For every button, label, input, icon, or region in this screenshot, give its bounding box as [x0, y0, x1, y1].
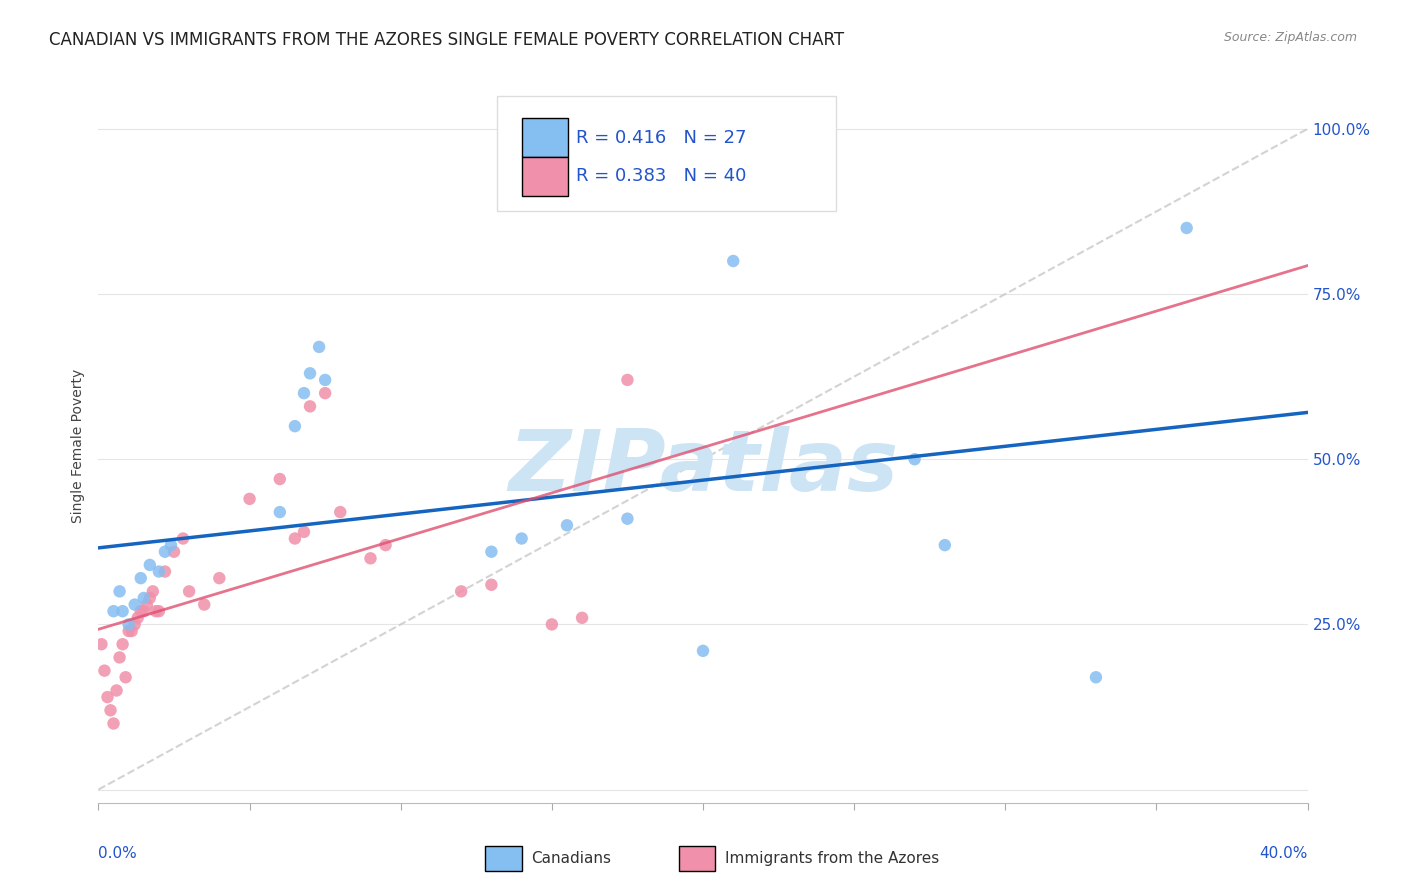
Point	[510, 532, 533, 546]
Text: Source: ZipAtlas.com: Source: ZipAtlas.com	[1223, 31, 1357, 45]
Point	[481, 545, 503, 559]
Point	[111, 604, 134, 618]
Text: R = 0.416   N = 27: R = 0.416 N = 27	[576, 128, 747, 146]
Point	[153, 545, 176, 559]
Point	[314, 373, 336, 387]
Point	[132, 604, 155, 618]
Text: ZIPatlas: ZIPatlas	[508, 425, 898, 509]
Point	[96, 690, 118, 704]
Point	[124, 617, 146, 632]
Point	[292, 386, 315, 401]
Point	[135, 598, 157, 612]
Point	[148, 604, 170, 618]
Point	[90, 637, 112, 651]
FancyBboxPatch shape	[522, 118, 568, 157]
Text: CANADIAN VS IMMIGRANTS FROM THE AZORES SINGLE FEMALE POVERTY CORRELATION CHART: CANADIAN VS IMMIGRANTS FROM THE AZORES S…	[49, 31, 845, 49]
Point	[153, 565, 176, 579]
Point	[934, 538, 956, 552]
Point	[1175, 221, 1198, 235]
Point	[692, 644, 714, 658]
Point	[105, 683, 128, 698]
Point	[299, 400, 322, 414]
Point	[616, 511, 638, 525]
Point	[329, 505, 352, 519]
Point	[1085, 670, 1108, 684]
FancyBboxPatch shape	[498, 96, 837, 211]
Point	[269, 472, 291, 486]
Point	[481, 578, 503, 592]
Point	[299, 367, 322, 381]
Point	[555, 518, 578, 533]
Text: 40.0%: 40.0%	[1260, 846, 1308, 861]
Text: R = 0.383   N = 40: R = 0.383 N = 40	[576, 168, 747, 186]
Point	[132, 591, 155, 605]
Point	[129, 571, 152, 585]
FancyBboxPatch shape	[679, 846, 716, 871]
Point	[540, 617, 562, 632]
Point	[284, 419, 307, 434]
Point	[118, 617, 141, 632]
FancyBboxPatch shape	[522, 157, 568, 196]
Point	[103, 716, 125, 731]
Point	[148, 565, 170, 579]
Point	[103, 604, 125, 618]
Point	[571, 611, 593, 625]
Point	[292, 524, 315, 539]
Point	[139, 591, 162, 605]
Point	[121, 624, 143, 638]
Point	[208, 571, 231, 585]
Text: Immigrants from the Azores: Immigrants from the Azores	[724, 851, 939, 866]
Point	[127, 611, 149, 625]
Point	[269, 505, 291, 519]
Point	[723, 254, 745, 268]
Point	[904, 452, 927, 467]
Point	[308, 340, 330, 354]
Point	[450, 584, 472, 599]
Point	[124, 598, 146, 612]
Point	[93, 664, 115, 678]
Point	[179, 584, 201, 599]
Text: Canadians: Canadians	[531, 851, 612, 866]
Point	[314, 386, 336, 401]
Point	[239, 491, 262, 506]
FancyBboxPatch shape	[485, 846, 522, 871]
Text: 0.0%: 0.0%	[98, 846, 138, 861]
Point	[360, 551, 382, 566]
Point	[108, 650, 131, 665]
Point	[163, 545, 186, 559]
Point	[616, 373, 638, 387]
Point	[374, 538, 396, 552]
Point	[284, 532, 307, 546]
Point	[100, 703, 122, 717]
Point	[114, 670, 136, 684]
Point	[160, 538, 183, 552]
Point	[129, 604, 152, 618]
Point	[108, 584, 131, 599]
Point	[193, 598, 215, 612]
Point	[142, 584, 165, 599]
Point	[145, 604, 167, 618]
Point	[139, 558, 162, 572]
Point	[172, 532, 194, 546]
Y-axis label: Single Female Poverty: Single Female Poverty	[72, 369, 86, 523]
Point	[111, 637, 134, 651]
Point	[118, 624, 141, 638]
